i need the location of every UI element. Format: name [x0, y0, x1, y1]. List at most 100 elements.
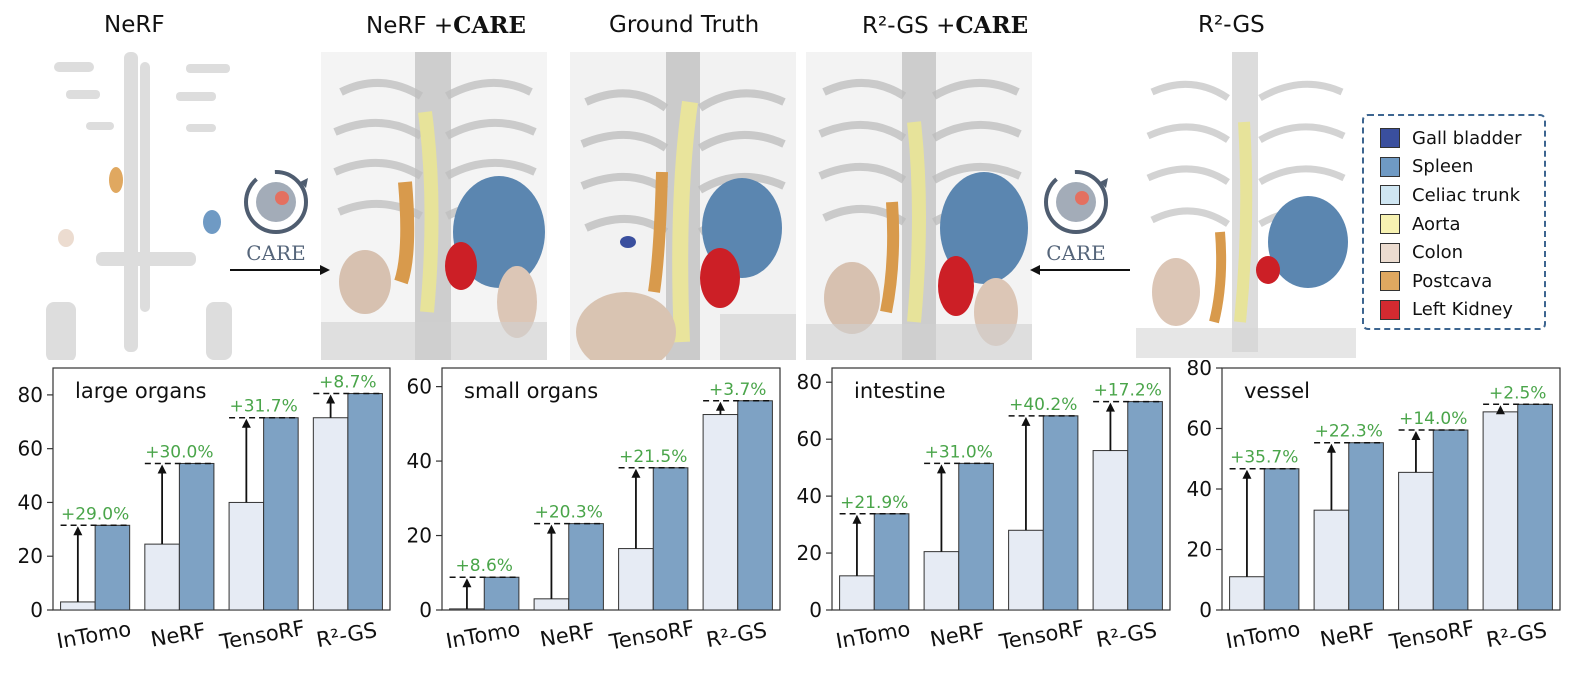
r2gs-care-render-image — [806, 52, 1032, 360]
x-tick-label: R²-GS — [315, 618, 379, 652]
legend-swatch — [1380, 242, 1400, 263]
x-tick-label: TensoRF — [607, 616, 697, 655]
y-tick-label: 80 — [18, 383, 43, 407]
gain-label: +21.5% — [619, 447, 687, 467]
nerf-care-render-image — [321, 52, 547, 360]
care-bar — [1348, 442, 1384, 611]
legend-item: Left Kidney — [1380, 296, 1544, 325]
y-tick-label: 80 — [1187, 360, 1212, 380]
care-bar — [652, 467, 689, 611]
improvement-arrowhead — [1021, 416, 1031, 426]
y-tick-label: 60 — [18, 437, 43, 461]
legend-item: Aorta — [1380, 210, 1544, 239]
y-tick-label: 0 — [30, 598, 43, 622]
header-nerf-care: NeRF +CARE — [366, 12, 526, 39]
y-tick-label: 60 — [1187, 417, 1212, 441]
chart-title: vessel — [1244, 379, 1310, 403]
legend: Gall bladder Spleen Celiac trunk Aorta C… — [1362, 114, 1546, 330]
chart-title: small organs — [464, 379, 598, 403]
legend-label: Left Kidney — [1412, 299, 1513, 321]
baseline-bar — [702, 414, 739, 611]
improvement-arrowhead — [326, 394, 336, 404]
bar-charts: large organs 0 20 40 60 80 +29.0% InTomo +30.0% N… — [18, 360, 1561, 655]
header-r2gs-care-word: CARE — [955, 12, 1029, 39]
header-r2gs: R²-GS — [1198, 12, 1265, 38]
x-tick-label: R²-GS — [1094, 618, 1158, 652]
legend-swatch — [1380, 128, 1400, 149]
care-bar — [178, 462, 215, 611]
baseline-bar — [1482, 411, 1519, 611]
improvement-arrowhead — [1105, 402, 1115, 412]
y-tick-label: 0 — [1199, 598, 1212, 622]
legend-label: Gall bladder — [1412, 127, 1522, 149]
baseline-bar — [1313, 509, 1350, 611]
arrow-left-icon — [1030, 265, 1130, 275]
header-nerf-care-prefix: NeRF + — [366, 13, 454, 39]
improvement-arrowhead — [73, 526, 83, 536]
x-tick-label: NeRF — [538, 618, 597, 651]
x-tick-label: InTomo — [55, 617, 133, 654]
improvement-arrowhead — [936, 464, 946, 474]
care-logo-left-text: CARE — [246, 241, 305, 265]
baseline-bar — [60, 601, 96, 611]
improvement-arrowhead — [852, 514, 862, 524]
x-tick-label: InTomo — [1224, 617, 1302, 654]
x-tick-label: InTomo — [444, 617, 522, 654]
legend-label: Aorta — [1412, 213, 1461, 235]
baseline-bar — [1229, 576, 1265, 611]
care-bar — [1517, 403, 1553, 611]
baseline-bar — [312, 417, 349, 611]
gain-label: +8.7% — [319, 373, 376, 393]
gain-label: +30.0% — [145, 442, 213, 462]
legend-item: Colon — [1380, 238, 1544, 267]
ground-truth-render-image — [570, 52, 796, 360]
care-bar — [94, 524, 131, 611]
nerf-render-image — [46, 52, 232, 360]
legend-item: Celiac trunk — [1380, 181, 1544, 210]
x-tick-label: NeRF — [1318, 618, 1377, 651]
x-tick-label: TensoRF — [997, 616, 1087, 655]
legend-swatch — [1380, 156, 1400, 177]
legend-label: Postcava — [1412, 270, 1493, 292]
header-r2gs-care: R²-GS +CARE — [862, 12, 1028, 39]
header-nerf-care-word: CARE — [453, 12, 526, 39]
chart-title: intestine — [854, 379, 946, 403]
gain-label: +21.9% — [840, 493, 908, 513]
y-tick-label: 40 — [18, 490, 43, 514]
chart-title: large organs — [75, 379, 206, 403]
care-logo-right: CARE — [1044, 170, 1108, 265]
care-bar — [958, 462, 994, 611]
legend-item: Spleen — [1380, 153, 1544, 182]
x-tick-label: R²-GS — [1484, 618, 1548, 652]
y-tick-label: 60 — [407, 375, 432, 399]
baseline-bar — [1398, 471, 1434, 611]
improvement-arrowhead — [631, 468, 641, 478]
gain-label: +20.3% — [535, 503, 603, 523]
legend-swatch — [1380, 271, 1400, 292]
legend-label: Celiac trunk — [1412, 184, 1520, 206]
gain-label: +35.7% — [1230, 448, 1298, 468]
y-tick-label: 80 — [797, 370, 822, 394]
improvement-arrowhead — [546, 524, 556, 534]
baseline-bar — [839, 575, 875, 611]
care-bar — [1042, 415, 1079, 611]
header-r2gs-care-prefix: R²-GS + — [862, 13, 956, 39]
legend-item: Gall bladder — [1380, 124, 1544, 153]
care-bar — [737, 400, 773, 611]
care-bar — [1127, 401, 1163, 611]
baseline-bar — [533, 598, 570, 611]
gain-label: +31.0% — [925, 442, 993, 462]
r2gs-render-image — [1136, 52, 1356, 358]
y-tick-label: 40 — [1187, 477, 1212, 501]
y-tick-label: 0 — [809, 598, 822, 622]
y-tick-label: 0 — [419, 598, 432, 622]
x-tick-label: R²-GS — [704, 618, 768, 652]
plot-frame — [831, 367, 1171, 611]
baseline-bar — [144, 543, 180, 611]
x-tick-label: TensoRF — [1387, 616, 1477, 655]
gain-label: +14.0% — [1399, 409, 1467, 429]
care-bar — [873, 513, 910, 611]
legend-swatch — [1380, 299, 1400, 320]
improvement-arrowhead — [462, 578, 472, 588]
plot-frame — [441, 367, 781, 611]
